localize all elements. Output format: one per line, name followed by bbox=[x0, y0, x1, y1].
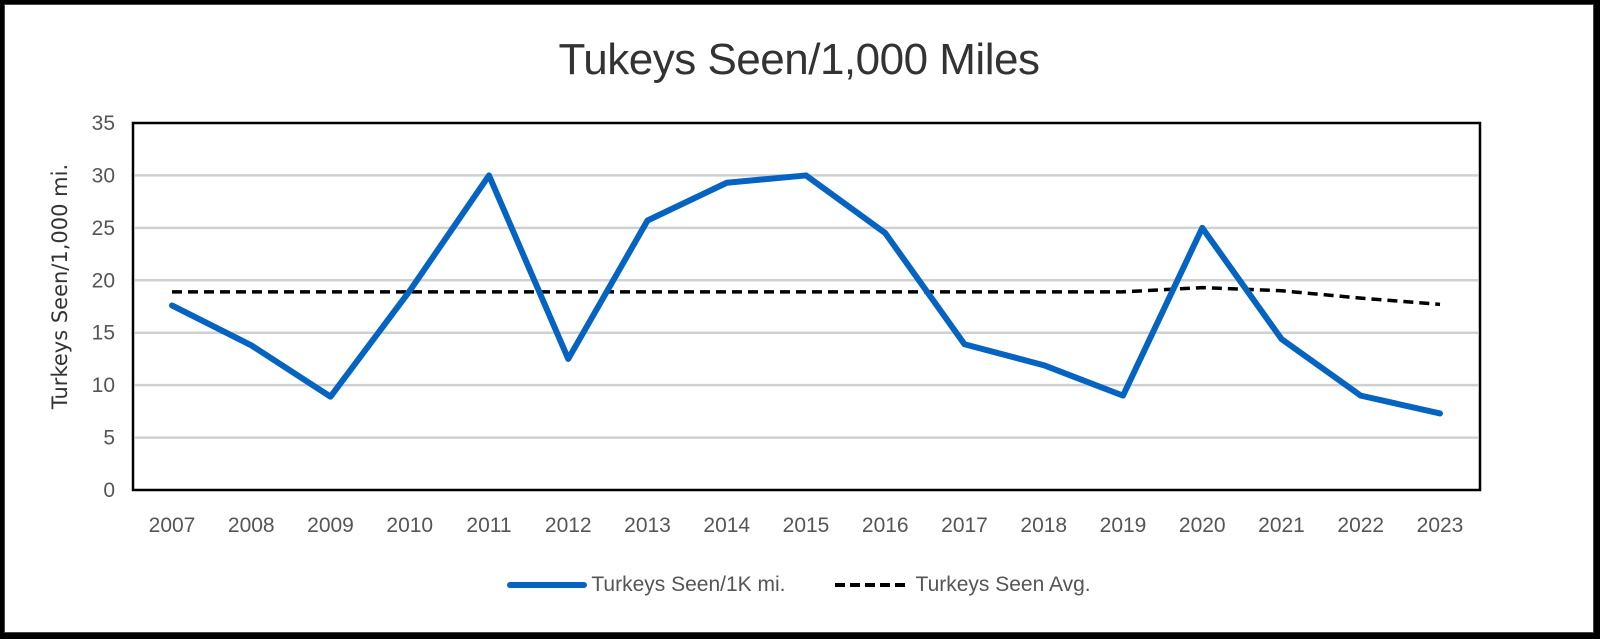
x-tick-label: 2008 bbox=[228, 514, 275, 537]
x-tick-label: 2015 bbox=[783, 514, 830, 537]
x-tick-label: 2011 bbox=[466, 514, 511, 537]
x-tick-label: 2010 bbox=[386, 514, 433, 537]
legend-label: Turkeys Seen/1K mi. bbox=[591, 573, 786, 596]
x-tick-label: 2009 bbox=[307, 514, 354, 537]
x-tick-label: 2022 bbox=[1337, 514, 1384, 537]
dashed-line-swatch-icon bbox=[834, 583, 909, 587]
y-tick-label: 35 bbox=[92, 112, 115, 135]
x-tick-label: 2019 bbox=[1100, 514, 1147, 537]
y-tick-label: 5 bbox=[103, 427, 115, 450]
solid-line-swatch-icon bbox=[507, 582, 588, 588]
x-tick-label: 2017 bbox=[941, 514, 988, 537]
x-tick-label: 2007 bbox=[149, 514, 196, 537]
chart-legend: Turkeys Seen/1K mi. Turkeys Seen Avg. bbox=[5, 573, 1593, 597]
legend-item-turkeys-avg: Turkeys Seen Avg. bbox=[832, 573, 1091, 597]
x-tick-label: 2023 bbox=[1417, 514, 1464, 537]
x-tick-label: 2020 bbox=[1179, 514, 1226, 537]
y-tick-label: 25 bbox=[92, 217, 115, 240]
x-tick-label: 2014 bbox=[703, 514, 750, 537]
x-tick-label: 2018 bbox=[1020, 514, 1067, 537]
y-tick-label: 0 bbox=[103, 479, 115, 502]
series-line-turkeys-avg bbox=[172, 285, 1441, 307]
plot-area-border bbox=[131, 121, 1482, 492]
line-chart: 0 5 10 15 20 25 30 35 2007 2008 2009 2010 2011 2012 20… bbox=[48, 112, 1482, 537]
legend-item-turkeys-per-1k: Turkeys Seen/1K mi. bbox=[507, 573, 786, 597]
y-tick-label: 20 bbox=[92, 269, 115, 292]
x-tick-label: 2013 bbox=[624, 514, 671, 537]
x-tick-label: 2021 bbox=[1258, 514, 1305, 537]
y-tick-label: 30 bbox=[92, 164, 115, 187]
chart-frame: Tukeys Seen/1,000 Miles 0 5 10 15 20 25 30 35 20… bbox=[4, 4, 1594, 633]
y-tick-label: 10 bbox=[92, 374, 115, 397]
legend-label: Turkeys Seen Avg. bbox=[915, 573, 1091, 596]
chart-title: Tukeys Seen/1,000 Miles bbox=[558, 35, 1040, 84]
y-axis-label: Turkeys Seen/1,000 mi. bbox=[48, 164, 72, 410]
x-tick-label: 2016 bbox=[862, 514, 909, 537]
y-tick-label: 15 bbox=[92, 322, 115, 345]
series-line-turkeys-per-1k bbox=[169, 172, 1443, 417]
x-tick-label: 2012 bbox=[545, 514, 592, 537]
